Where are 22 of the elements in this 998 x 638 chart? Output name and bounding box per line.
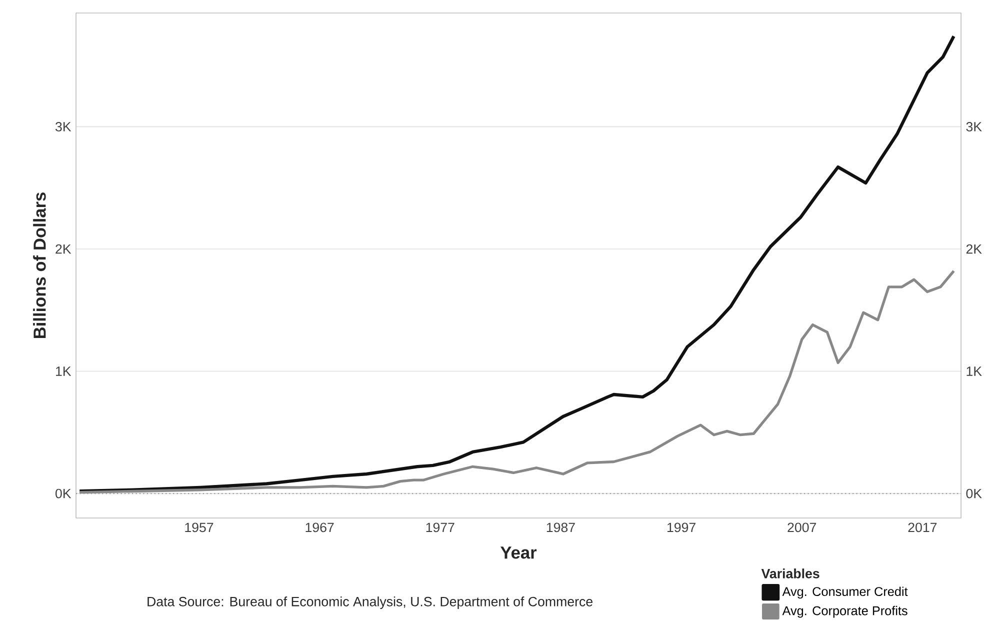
y-axis-title: Billions of Dollars bbox=[33, 192, 46, 338]
x-tick-label: 1997 bbox=[667, 522, 696, 532]
x-tick-label: 1967 bbox=[306, 522, 334, 532]
y2-tick-label: 2K bbox=[966, 244, 982, 254]
y-tick-label: 1K bbox=[56, 366, 72, 376]
x-tick-label: 1977 bbox=[426, 522, 454, 532]
legend-label: Avg. Corporate Profits bbox=[782, 606, 908, 618]
legend-label: Avg. Consumer Credit bbox=[782, 586, 908, 599]
line-series bbox=[78, 270, 956, 494]
y-tick-label: 0K bbox=[56, 488, 72, 498]
x-tick-label: 2007 bbox=[788, 522, 816, 532]
x-tick-label: 1957 bbox=[185, 522, 214, 532]
y-tick-label: 3K bbox=[55, 122, 72, 132]
y2-tick-label: 1K bbox=[966, 366, 982, 376]
x-axis-title: Year bbox=[500, 546, 537, 559]
legend-title: Variables bbox=[761, 568, 820, 578]
x-tick-label: 2017 bbox=[908, 522, 937, 532]
y2-tick-label: 0K bbox=[966, 488, 982, 498]
x-tick-label: 1987 bbox=[546, 522, 575, 532]
source-note: Data Source: Bureau of Economic Analysis, U.S. Department of Commerce bbox=[148, 596, 592, 609]
y2-tick-label: 3K bbox=[966, 122, 982, 132]
y-tick-label: 2K bbox=[56, 244, 72, 254]
